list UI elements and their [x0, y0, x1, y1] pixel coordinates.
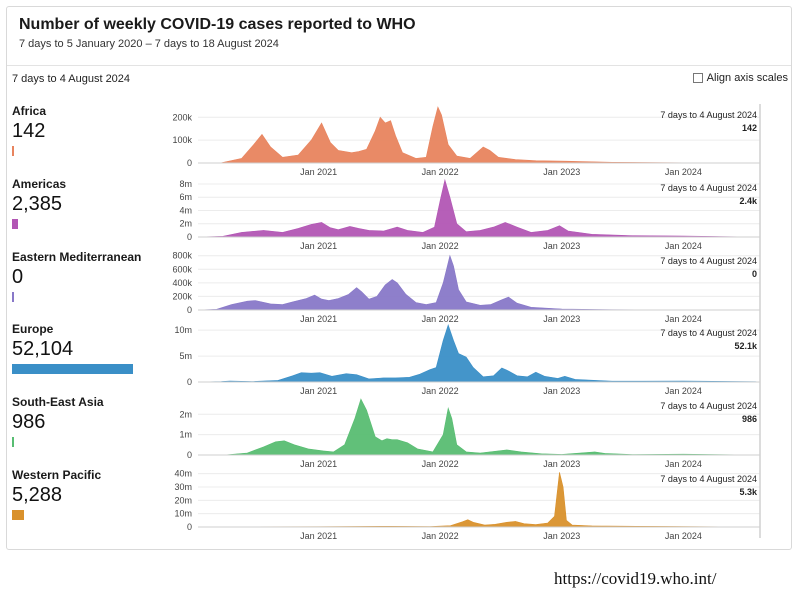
tooltip-value: 142	[742, 123, 757, 133]
x-tick-label: Jan 2021	[300, 386, 337, 396]
region-case-count: 5,288	[12, 484, 63, 506]
y-tick-label: 30m	[174, 482, 192, 492]
y-tick-label: 20m	[174, 495, 192, 505]
y-tick-label: 0	[187, 450, 192, 460]
y-tick-label: 0	[187, 522, 192, 532]
tooltip-date: 7 days to 4 August 2024	[660, 256, 757, 266]
y-tick-label: 8m	[179, 179, 192, 189]
y-tick-label: 0	[187, 232, 192, 242]
region-case-count: 142	[12, 120, 46, 142]
y-tick-label: 800k	[172, 251, 192, 261]
region-name: South-East Asia	[12, 395, 104, 409]
tooltip-date: 7 days to 4 August 2024	[660, 474, 757, 484]
region-share-bar	[12, 292, 14, 302]
series-area-europe[interactable]	[197, 324, 761, 383]
page-title: Number of weekly COVID-19 cases reported…	[19, 16, 416, 33]
x-tick-label: Jan 2022	[422, 386, 459, 396]
x-tick-label: Jan 2022	[422, 459, 459, 469]
x-tick-label: Jan 2023	[543, 531, 580, 541]
y-tick-label: 40m	[174, 469, 192, 479]
series-area-western-pacific[interactable]	[197, 472, 760, 528]
x-tick-label: Jan 2024	[665, 459, 702, 469]
x-tick-label: Jan 2021	[300, 459, 337, 469]
tooltip-value: 2.4k	[739, 196, 758, 206]
x-tick-label: Jan 2022	[422, 167, 459, 177]
region-case-count: 986	[12, 411, 46, 433]
tooltip-date: 7 days to 4 August 2024	[660, 401, 757, 411]
y-tick-label: 10m	[174, 509, 192, 519]
region-case-count: 52,104	[12, 338, 74, 360]
x-tick-label: Jan 2024	[665, 314, 702, 324]
x-tick-label: Jan 2021	[300, 314, 337, 324]
x-tick-label: Jan 2023	[543, 241, 580, 251]
tooltip-value: 0	[752, 269, 757, 279]
tooltip-date: 7 days to 4 August 2024	[660, 110, 757, 120]
region-share-bar	[12, 510, 25, 520]
header: Number of weekly COVID-19 cases reported…	[7, 7, 791, 66]
source-url: https://covid19.who.int/	[554, 569, 717, 588]
x-tick-label: Jan 2021	[300, 167, 337, 177]
x-tick-label: Jan 2024	[665, 241, 702, 251]
y-tick-label: 6m	[179, 192, 192, 202]
selected-week-label: 7 days to 4 August 2024	[12, 73, 131, 85]
y-tick-label: 200k	[172, 112, 192, 122]
y-tick-label: 2m	[179, 219, 192, 229]
region-name: Europe	[12, 322, 54, 336]
dashboard-card: Number of weekly COVID-19 cases reported…	[6, 6, 792, 550]
y-tick-label: 4m	[179, 205, 192, 215]
region-name: Africa	[12, 104, 47, 118]
region-share-bar	[12, 364, 133, 374]
y-tick-label: 5m	[179, 351, 192, 361]
tooltip-value: 5.3k	[739, 487, 758, 497]
series-area-africa[interactable]	[197, 106, 760, 164]
region-share-bar	[12, 219, 18, 229]
region-case-count: 0	[12, 266, 24, 288]
tooltip-date: 7 days to 4 August 2024	[660, 328, 757, 338]
y-tick-label: 0	[187, 377, 192, 387]
y-tick-label: 2m	[179, 409, 192, 419]
x-tick-label: Jan 2023	[543, 314, 580, 324]
region-share-bar	[12, 146, 14, 156]
y-tick-label: 400k	[172, 278, 192, 288]
series-area-south-east-asia[interactable]	[197, 398, 760, 456]
x-tick-label: Jan 2023	[543, 167, 580, 177]
x-tick-label: Jan 2022	[422, 314, 459, 324]
y-tick-label: 0	[187, 158, 192, 168]
y-tick-label: 200k	[172, 291, 192, 301]
tooltip-value: 52.1k	[734, 341, 758, 351]
align-axis-checkbox[interactable]	[692, 73, 703, 83]
x-tick-label: Jan 2021	[300, 531, 337, 541]
x-tick-label: Jan 2024	[665, 167, 702, 177]
x-tick-label: Jan 2024	[665, 531, 702, 541]
x-tick-label: Jan 2022	[422, 531, 459, 541]
align-axis-label: Align axis scales	[706, 72, 788, 84]
region-name: Eastern Mediterranean	[12, 250, 142, 264]
series-area-eastern-mediterranean[interactable]	[197, 254, 760, 311]
date-range-subtitle: 7 days to 5 January 2020 – 7 days to 18 …	[19, 38, 279, 50]
region-name: Western Pacific	[12, 468, 102, 482]
region-name: Americas	[12, 177, 67, 191]
x-tick-label: Jan 2023	[543, 386, 580, 396]
x-tick-label: Jan 2024	[665, 386, 702, 396]
y-tick-label: 0	[187, 305, 192, 315]
x-tick-label: Jan 2023	[543, 459, 580, 469]
series-area-americas[interactable]	[197, 178, 760, 238]
y-tick-label: 600k	[172, 264, 192, 274]
region-share-bar	[12, 437, 15, 447]
y-tick-label: 100k	[172, 135, 192, 145]
y-tick-label: 1m	[179, 430, 192, 440]
x-tick-label: Jan 2021	[300, 241, 337, 251]
y-tick-label: 10m	[174, 325, 192, 335]
tooltip-date: 7 days to 4 August 2024	[660, 183, 757, 193]
x-tick-label: Jan 2022	[422, 241, 459, 251]
tooltip-value: 986	[742, 414, 757, 424]
region-case-count: 2,385	[12, 193, 63, 215]
align-axis-toggle[interactable]: Align axis scales	[692, 72, 788, 84]
